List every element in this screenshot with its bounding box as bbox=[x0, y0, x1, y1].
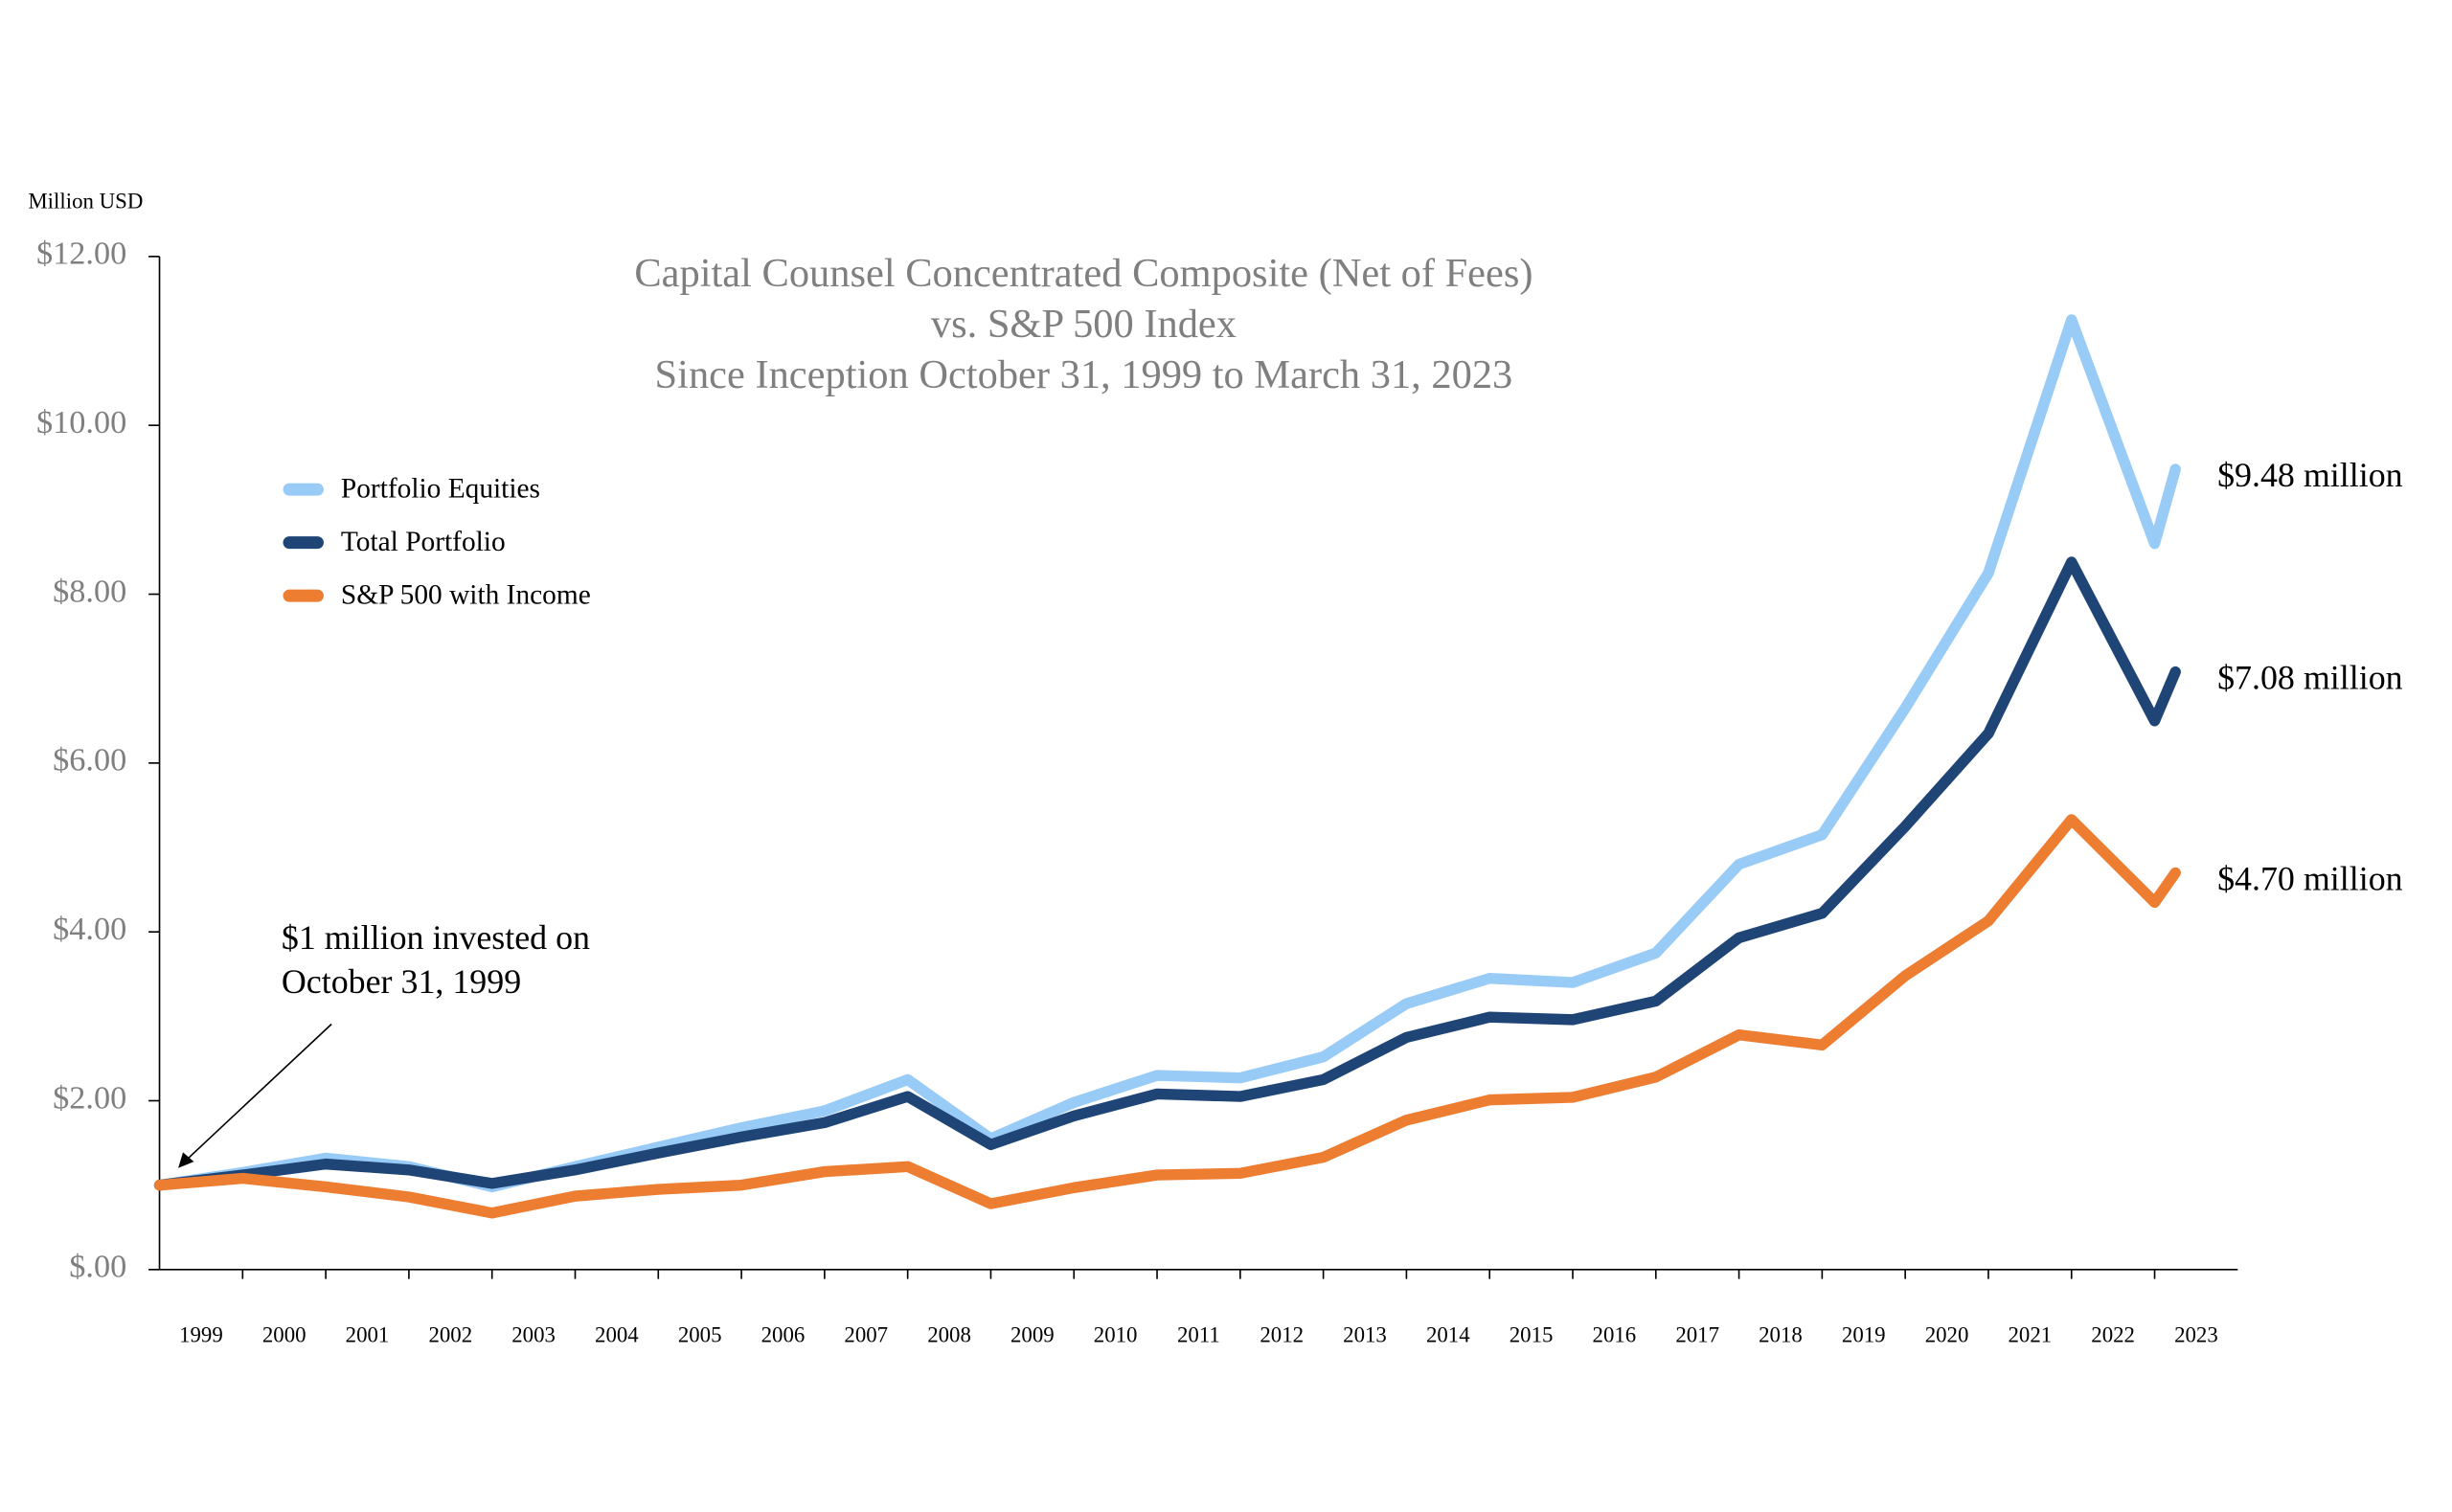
y-tick-label: $2.00 bbox=[53, 1079, 126, 1116]
x-tick-label: 2010 bbox=[1094, 1322, 1138, 1346]
chart-title: Since Inception October 31, 1999 to Marc… bbox=[655, 352, 1513, 397]
x-tick-label: 2003 bbox=[511, 1322, 556, 1346]
chart-title: Capital Counsel Concentrated Composite (… bbox=[634, 251, 1532, 296]
x-tick-label: 2021 bbox=[2009, 1322, 2053, 1346]
x-tick-label: 2018 bbox=[1759, 1322, 1803, 1346]
x-tick-label: 2008 bbox=[927, 1322, 971, 1346]
x-tick-label: 2005 bbox=[678, 1322, 722, 1346]
x-tick-label: 2007 bbox=[844, 1322, 888, 1346]
chart-title: vs. S&P 500 Index bbox=[931, 302, 1237, 347]
x-tick-label: 2004 bbox=[595, 1322, 639, 1346]
end-value-label: $4.70 million bbox=[2217, 859, 2403, 897]
x-tick-label: 1999 bbox=[179, 1322, 223, 1346]
series-line bbox=[153, 814, 2181, 1219]
x-tick-label: 2020 bbox=[1925, 1322, 1969, 1346]
x-tick-label: 2006 bbox=[761, 1322, 806, 1346]
x-tick-label: 2013 bbox=[1343, 1322, 1387, 1346]
x-tick-label: 2001 bbox=[346, 1322, 390, 1346]
legend-label: Portfolio Equities bbox=[341, 474, 540, 505]
x-tick-label: 2019 bbox=[1842, 1322, 1886, 1346]
y-tick-label: $10.00 bbox=[36, 404, 126, 440]
y-tick-label: $.00 bbox=[69, 1249, 126, 1285]
end-value-label: $7.08 million bbox=[2217, 659, 2403, 697]
annotation-arrow bbox=[184, 1023, 332, 1162]
x-tick-label: 2017 bbox=[1675, 1322, 1719, 1346]
x-tick-label: 2009 bbox=[1010, 1322, 1055, 1346]
end-value-label: $9.48 million bbox=[2217, 456, 2403, 494]
legend-label: Total Portfolio bbox=[341, 527, 506, 557]
y-axis-label: Million USD bbox=[28, 190, 143, 214]
x-tick-label: 2011 bbox=[1177, 1322, 1220, 1346]
series-line bbox=[153, 556, 2181, 1191]
x-tick-label: 2000 bbox=[262, 1322, 306, 1346]
y-tick-label: $12.00 bbox=[36, 236, 126, 272]
x-tick-label: 2016 bbox=[1593, 1322, 1637, 1346]
y-tick-label: $8.00 bbox=[53, 573, 126, 609]
annotation: $1 million invested on bbox=[282, 918, 590, 957]
x-tick-label: 2014 bbox=[1426, 1322, 1470, 1346]
series-line bbox=[153, 314, 2181, 1193]
x-tick-label: 2002 bbox=[428, 1322, 472, 1346]
x-tick-label: 2022 bbox=[2091, 1322, 2135, 1346]
annotation: October 31, 1999 bbox=[282, 962, 521, 1001]
x-tick-label: 2023 bbox=[2174, 1322, 2218, 1346]
y-tick-label: $6.00 bbox=[53, 742, 126, 779]
legend-label: S&P 500 with Income bbox=[341, 580, 591, 611]
x-tick-label: 2012 bbox=[1260, 1322, 1304, 1346]
x-tick-label: 2015 bbox=[1510, 1322, 1554, 1346]
annotation-arrowhead bbox=[178, 1152, 194, 1168]
y-tick-label: $4.00 bbox=[53, 911, 126, 947]
